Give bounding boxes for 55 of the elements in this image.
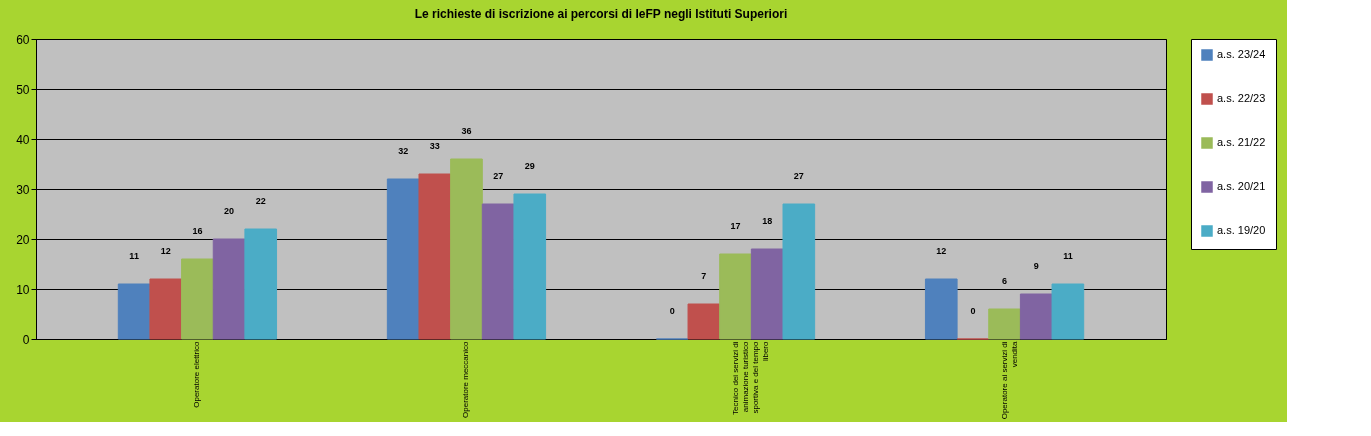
bar bbox=[782, 203, 816, 340]
data-label: 12 bbox=[936, 246, 947, 256]
data-label: 27 bbox=[493, 171, 504, 181]
data-label: 9 bbox=[1033, 261, 1039, 271]
y-tick-label: 10 bbox=[16, 282, 30, 297]
data-label: 17 bbox=[730, 221, 741, 231]
y-tick-label: 0 bbox=[22, 332, 30, 347]
data-label: 0 bbox=[669, 306, 675, 316]
bar bbox=[149, 278, 183, 340]
data-label: 33 bbox=[429, 141, 440, 151]
bar bbox=[513, 193, 547, 340]
data-label: 0 bbox=[970, 306, 976, 316]
legend-label: a.s. 19/20 bbox=[1217, 224, 1266, 236]
y-tick-label: 50 bbox=[16, 82, 30, 97]
data-label: 36 bbox=[461, 126, 472, 136]
y-tick-label: 60 bbox=[16, 32, 30, 47]
bar bbox=[418, 173, 452, 340]
y-tick-label: 20 bbox=[16, 232, 30, 247]
bar bbox=[687, 303, 721, 340]
bar bbox=[212, 238, 246, 340]
bar bbox=[988, 308, 1021, 340]
x-tick-label: Operatore ai servizi di vendita bbox=[999, 340, 1019, 420]
bar bbox=[386, 178, 420, 340]
data-label: 18 bbox=[762, 216, 773, 226]
data-label: 32 bbox=[398, 146, 409, 156]
data-label: 11 bbox=[1063, 251, 1073, 261]
data-label: 27 bbox=[793, 171, 804, 181]
y-tick-label: 30 bbox=[16, 182, 30, 197]
y-tick-label: 40 bbox=[16, 132, 30, 147]
x-tick-label: Tecnico dei servizi di animazione turistico sportiva e del tempo libero bbox=[730, 340, 770, 415]
data-label: 12 bbox=[160, 246, 171, 256]
legend-label: a.s. 21/22 bbox=[1217, 136, 1266, 148]
data-label: 6 bbox=[1002, 276, 1008, 286]
legend-label: a.s. 22/23 bbox=[1217, 92, 1266, 104]
bar bbox=[481, 203, 515, 340]
bar bbox=[1051, 283, 1085, 340]
data-label: 22 bbox=[255, 196, 266, 206]
bar bbox=[719, 253, 752, 340]
data-label: 20 bbox=[224, 206, 235, 216]
data-label: 7 bbox=[701, 271, 707, 281]
bar bbox=[924, 278, 958, 340]
legend-label: a.s. 23/24 bbox=[1217, 48, 1266, 60]
data-label: 16 bbox=[192, 226, 203, 236]
bar bbox=[750, 248, 784, 340]
data-label: 11 bbox=[129, 251, 139, 261]
bar bbox=[1019, 293, 1053, 340]
bar bbox=[450, 158, 483, 340]
chart-title: Le richieste di iscrizione ai percorsi di IeFP negli Istituti Superiori bbox=[414, 7, 788, 21]
data-label: 29 bbox=[524, 161, 535, 171]
bar bbox=[244, 228, 278, 340]
x-tick-label: Operatore elettrico bbox=[192, 340, 202, 408]
bar bbox=[117, 283, 151, 340]
bar bbox=[181, 258, 214, 340]
x-tick-label: Operatore meccanico bbox=[461, 340, 471, 418]
legend-label: a.s. 20/21 bbox=[1217, 180, 1266, 192]
